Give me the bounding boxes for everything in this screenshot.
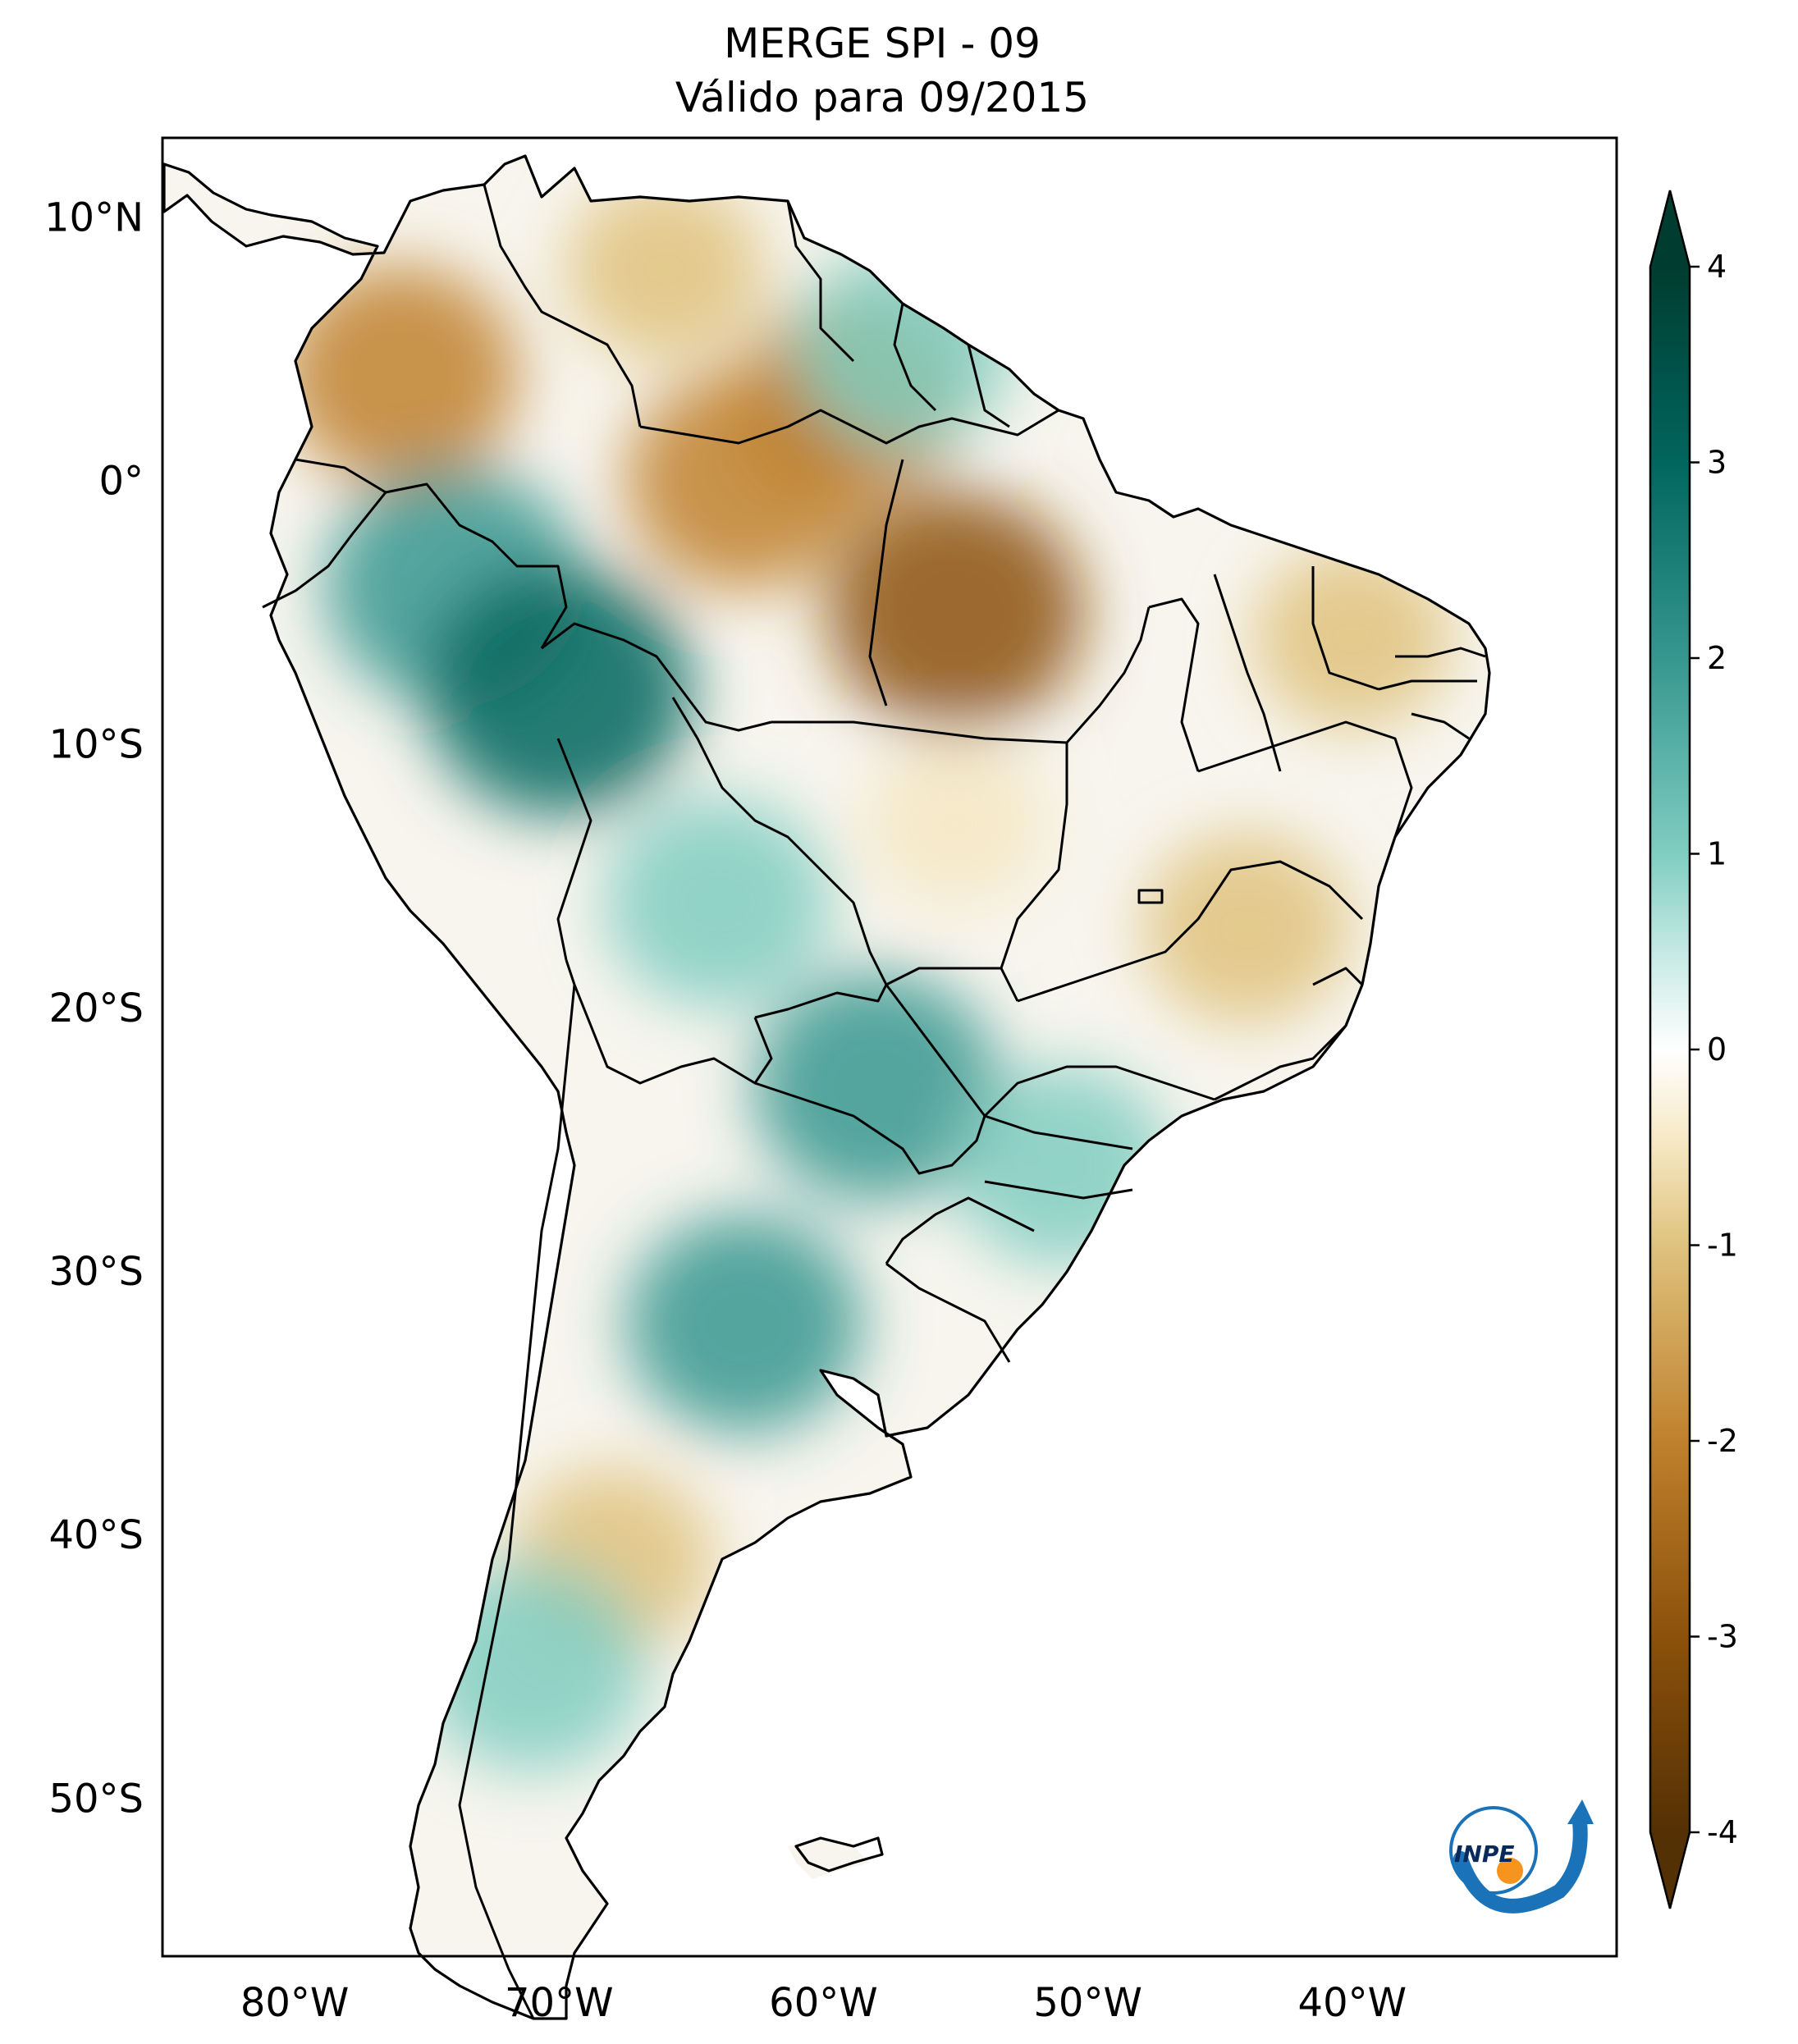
logo-sun xyxy=(1497,1858,1523,1884)
colorbar-tick-label: -1 xyxy=(1707,1228,1738,1264)
border-chile-argentina xyxy=(458,984,576,2019)
falklands-coast xyxy=(794,1836,884,1873)
state-borders xyxy=(771,459,1486,1200)
anomaly-para-dry xyxy=(827,492,1084,733)
state-border-amazonas-para xyxy=(868,459,904,706)
map-title-line2: Válido para 09/2015 xyxy=(675,74,1090,121)
colorbar-tick-label: 3 xyxy=(1707,445,1727,481)
anomaly-bolivia-wet xyxy=(604,797,831,1008)
logo-arrow-head xyxy=(1567,1799,1594,1824)
logo-swoosh xyxy=(1453,1814,1588,1914)
border-bolivia-brazil xyxy=(671,697,888,985)
anomaly-mato-grosso-dry xyxy=(862,738,1050,909)
anomaly-acre-wet xyxy=(426,566,693,816)
colorbar-ticks: 4 3 2 1 0 -1 -2 -3 -4 xyxy=(1690,249,1738,1850)
state-border-ceara xyxy=(1311,566,1379,691)
colorbar-body xyxy=(1650,267,1690,1832)
country-borders xyxy=(262,184,1059,2019)
colorbar-tick-label: 1 xyxy=(1707,836,1727,872)
inpe-logo: INPE xyxy=(1449,1799,1594,1914)
state-border-maranhao xyxy=(1148,597,1200,772)
border-guyana-suriname xyxy=(893,303,937,412)
state-border-bahia xyxy=(1197,720,1413,838)
colorbar-bottom-extension xyxy=(1650,1832,1690,1909)
lat-label: 20°S xyxy=(48,985,144,1031)
state-border-piaui xyxy=(1213,574,1282,772)
lon-label: 70°W xyxy=(505,1980,614,2026)
state-border-sp xyxy=(983,1065,1215,1118)
colorbar-tick-label: -4 xyxy=(1707,1814,1738,1850)
anomaly-paraguay-wet xyxy=(753,972,1000,1202)
border-bolivia-chile-argentina xyxy=(573,984,773,1085)
lon-label: 40°W xyxy=(1298,1980,1407,2026)
lat-label: 0° xyxy=(98,459,144,505)
coastline xyxy=(162,154,1491,2020)
colorbar-tick-label: 4 xyxy=(1707,249,1727,285)
lat-label: 10°S xyxy=(48,722,144,768)
anomaly-venezuela-dry xyxy=(566,179,764,360)
latitude-labels: 10°N 0° 10°S 20°S 30°S 40°S 50°S xyxy=(44,194,144,1822)
border-ecuador-peru xyxy=(262,492,387,609)
state-border-pernambuco xyxy=(1378,679,1477,691)
longitude-labels: 80°W 70°W 60°W 50°W 40°W xyxy=(240,1980,1407,2026)
border-venezuela-guyana xyxy=(786,200,855,363)
anomaly-colombia-dry xyxy=(281,265,519,486)
border-peru-bolivia xyxy=(556,738,592,961)
border-peru-chile xyxy=(565,959,576,985)
border-brazil-north xyxy=(639,409,1059,445)
anomaly-argentina-wet xyxy=(625,1214,862,1434)
state-border-df xyxy=(1137,889,1164,904)
colorbar-tick-label: 2 xyxy=(1707,640,1727,676)
map-title-line1: MERGE SPI - 09 xyxy=(724,20,1041,67)
state-border-para-mt xyxy=(771,720,1068,744)
state-border-espirito-santo xyxy=(1312,967,1364,986)
colorbar: 4 3 2 1 0 -1 -2 -3 -4 xyxy=(1649,190,1738,1909)
state-border-minas xyxy=(1017,860,1364,1003)
state-border-para-tocantins xyxy=(1065,606,1151,743)
border-peru-brazil xyxy=(541,622,772,732)
state-border-parana xyxy=(984,1114,1133,1150)
anomaly-minas-dry xyxy=(1142,833,1350,1024)
colorbar-top-extension xyxy=(1650,190,1690,267)
border-colombia-ecuador-peru xyxy=(295,458,568,649)
border-colombia-venezuela xyxy=(483,184,642,428)
lon-label: 50°W xyxy=(1033,1980,1142,2026)
state-border-paraiba xyxy=(1395,647,1486,658)
lon-label: 80°W xyxy=(240,1980,350,2026)
lat-label: 50°S xyxy=(48,1776,144,1822)
border-paraguay-brazil xyxy=(885,984,986,1117)
colorbar-tick-label: 0 xyxy=(1707,1031,1727,1068)
lat-label: 30°S xyxy=(48,1249,144,1295)
map-frame xyxy=(161,136,1618,1958)
border-paraguay-argentina xyxy=(754,1081,986,1175)
colorbar-tick-label: -2 xyxy=(1707,1423,1738,1459)
border-uruguay-brazil xyxy=(885,1196,1035,1264)
state-border-ms xyxy=(885,967,1001,986)
state-border-alagoas xyxy=(1411,712,1470,740)
logo-text: INPE xyxy=(1454,1841,1515,1868)
colorbar-tick-label: -3 xyxy=(1707,1619,1738,1655)
logo-orbit-ring xyxy=(1449,1806,1538,1895)
lat-label: 40°S xyxy=(48,1512,144,1558)
border-bolivia-paraguay xyxy=(754,984,888,1019)
border-suriname-guiana xyxy=(967,344,1010,428)
state-border-goias xyxy=(1000,743,1068,1002)
lat-label: 10°N xyxy=(44,194,144,240)
state-border-santa-catarina xyxy=(984,1180,1133,1200)
border-argentina-uruguay xyxy=(885,1262,1011,1363)
lon-label: 60°W xyxy=(769,1980,878,2026)
state-border-rio xyxy=(1214,1024,1347,1101)
